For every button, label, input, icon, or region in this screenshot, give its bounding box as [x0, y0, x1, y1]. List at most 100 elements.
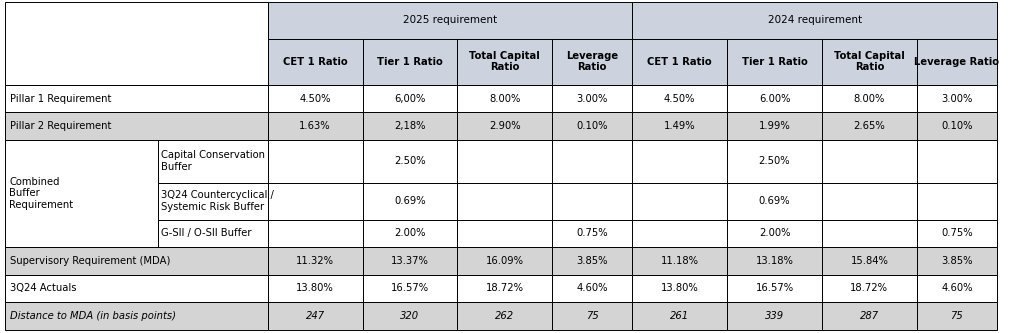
Bar — [363, 39, 457, 85]
Bar — [268, 2, 632, 39]
Text: 0.69%: 0.69% — [394, 196, 425, 206]
Bar — [363, 220, 457, 247]
Bar — [727, 275, 822, 302]
Text: 3.00%: 3.00% — [577, 94, 608, 104]
Text: Combined
Buffer
Requirement: Combined Buffer Requirement — [9, 177, 73, 210]
Text: Pillar 1 Requirement: Pillar 1 Requirement — [10, 94, 111, 104]
Text: 13.37%: 13.37% — [391, 256, 428, 266]
Bar — [632, 247, 727, 275]
Text: 3Q24 Countercyclical /
Systemic Risk Buffer: 3Q24 Countercyclical / Systemic Risk Buf… — [161, 190, 274, 212]
Bar — [158, 183, 268, 220]
Bar — [268, 220, 363, 247]
Text: 16.57%: 16.57% — [755, 283, 794, 293]
Bar — [917, 247, 997, 275]
Text: 2024 requirement: 2024 requirement — [767, 15, 862, 25]
Bar — [363, 112, 457, 140]
Text: Leverage Ratio: Leverage Ratio — [915, 57, 999, 67]
Text: 0.10%: 0.10% — [941, 121, 972, 131]
Text: 2.50%: 2.50% — [394, 156, 425, 166]
Bar — [727, 302, 822, 330]
Bar — [363, 183, 457, 220]
Text: 3Q24 Actuals: 3Q24 Actuals — [10, 283, 77, 293]
Text: 262: 262 — [495, 311, 514, 321]
Bar — [5, 302, 268, 330]
Text: 13.80%: 13.80% — [297, 283, 334, 293]
Text: 8.00%: 8.00% — [489, 94, 520, 104]
Bar — [5, 85, 268, 112]
Text: 11.18%: 11.18% — [661, 256, 698, 266]
Bar — [158, 140, 268, 183]
Bar — [822, 85, 917, 112]
Text: 261: 261 — [671, 311, 689, 321]
Text: Supervisory Requirement (MDA): Supervisory Requirement (MDA) — [10, 256, 171, 266]
Bar — [552, 220, 632, 247]
Bar — [727, 247, 822, 275]
Bar — [632, 302, 727, 330]
Bar — [822, 275, 917, 302]
Bar — [457, 275, 552, 302]
Bar — [727, 112, 822, 140]
Text: Tier 1 Ratio: Tier 1 Ratio — [377, 57, 443, 67]
Text: 6.00%: 6.00% — [759, 94, 790, 104]
Bar — [457, 220, 552, 247]
Text: 0.75%: 0.75% — [941, 228, 972, 238]
Bar — [363, 247, 457, 275]
Text: 2,18%: 2,18% — [394, 121, 425, 131]
Text: 2.90%: 2.90% — [489, 121, 520, 131]
Bar — [268, 247, 363, 275]
Text: 1.99%: 1.99% — [759, 121, 790, 131]
Text: G-SII / O-SII Buffer: G-SII / O-SII Buffer — [161, 228, 251, 238]
Text: 75: 75 — [586, 311, 598, 321]
Text: 3.85%: 3.85% — [941, 256, 972, 266]
Bar — [552, 183, 632, 220]
Text: Pillar 2 Requirement: Pillar 2 Requirement — [10, 121, 111, 131]
Text: 11.32%: 11.32% — [297, 256, 334, 266]
Text: Leverage
Ratio: Leverage Ratio — [566, 51, 618, 73]
Bar — [632, 112, 727, 140]
Text: Capital Conservation
Buffer: Capital Conservation Buffer — [161, 151, 265, 172]
Text: 1.63%: 1.63% — [300, 121, 331, 131]
Text: 2.50%: 2.50% — [759, 156, 790, 166]
Bar — [5, 275, 268, 302]
Bar — [268, 85, 363, 112]
Bar — [363, 275, 457, 302]
Text: 1.49%: 1.49% — [664, 121, 695, 131]
Bar — [822, 140, 917, 183]
Text: 2.65%: 2.65% — [854, 121, 885, 131]
Bar — [552, 112, 632, 140]
Bar — [268, 302, 363, 330]
Bar — [268, 275, 363, 302]
Bar — [363, 140, 457, 183]
Bar — [917, 275, 997, 302]
Bar — [268, 39, 363, 85]
Text: 0.10%: 0.10% — [577, 121, 608, 131]
Bar — [917, 85, 997, 112]
Text: 13.18%: 13.18% — [756, 256, 793, 266]
Bar — [457, 183, 552, 220]
Bar — [917, 302, 997, 330]
Bar — [632, 140, 727, 183]
Text: 18.72%: 18.72% — [851, 283, 888, 293]
Text: 0.75%: 0.75% — [577, 228, 608, 238]
Text: Total Capital
Ratio: Total Capital Ratio — [834, 51, 904, 73]
Text: 13.80%: 13.80% — [661, 283, 698, 293]
Bar — [917, 140, 997, 183]
Text: 3.85%: 3.85% — [577, 256, 608, 266]
Bar — [5, 247, 268, 275]
Bar — [457, 247, 552, 275]
Bar — [917, 220, 997, 247]
Text: Tier 1 Ratio: Tier 1 Ratio — [742, 57, 808, 67]
Bar — [457, 302, 552, 330]
Text: 2.00%: 2.00% — [394, 228, 425, 238]
Bar — [727, 220, 822, 247]
Bar — [552, 247, 632, 275]
Bar — [457, 85, 552, 112]
Text: 4.50%: 4.50% — [664, 94, 695, 104]
Bar — [268, 140, 363, 183]
Text: 8.00%: 8.00% — [854, 94, 885, 104]
Text: CET 1 Ratio: CET 1 Ratio — [648, 57, 712, 67]
Text: 6,00%: 6,00% — [394, 94, 425, 104]
Bar — [727, 39, 822, 85]
Text: 0.69%: 0.69% — [759, 196, 790, 206]
Bar — [822, 112, 917, 140]
